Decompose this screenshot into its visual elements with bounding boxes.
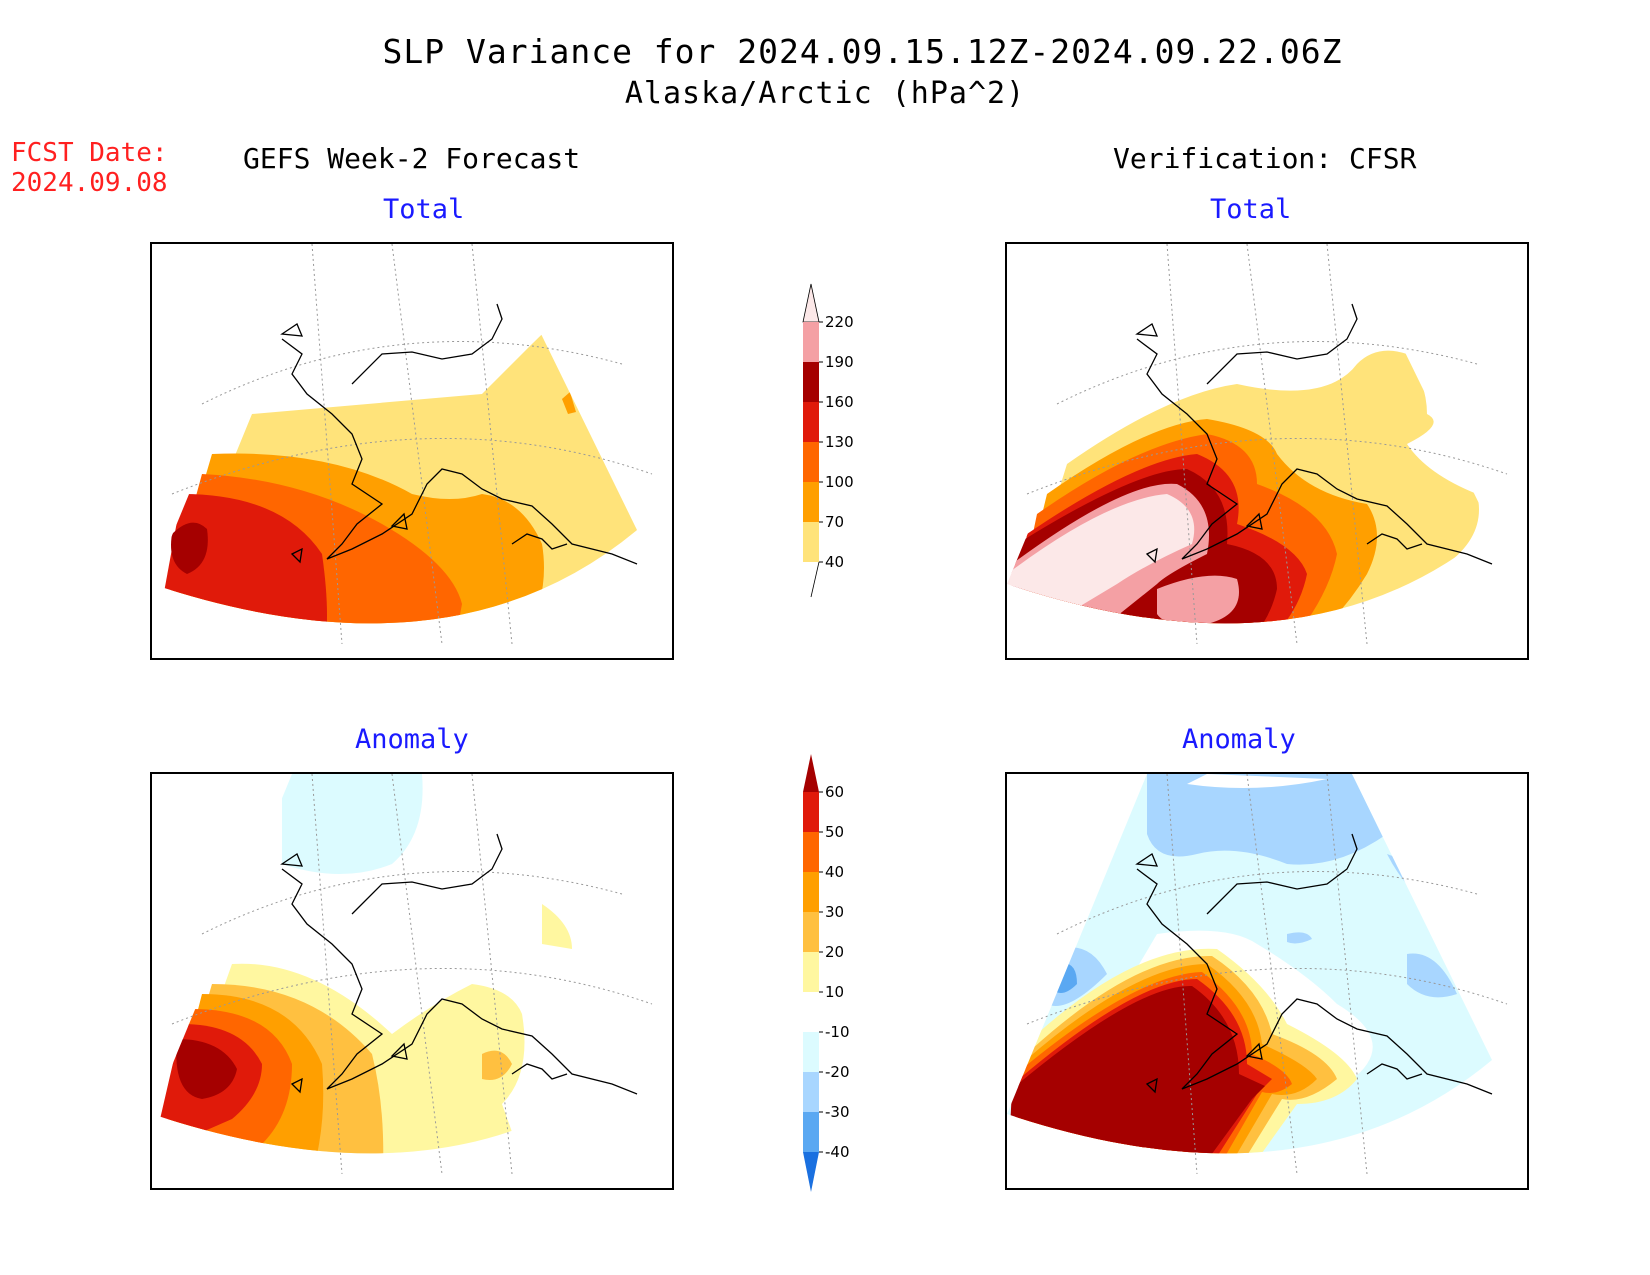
anomaly-colorbar-label: 10 xyxy=(825,983,844,1001)
anomaly-colorbar-label: -30 xyxy=(825,1103,850,1121)
fcst-date-label: FCST Date: xyxy=(11,138,168,168)
total-colorbar-label: 220 xyxy=(825,313,854,331)
anomaly-colorbar-cap-top xyxy=(803,754,819,792)
anomaly-colorbar-label: -40 xyxy=(825,1143,850,1161)
total-colorbar-swatch xyxy=(803,322,819,362)
anomaly-colorbar-cap-bottom xyxy=(803,1152,819,1192)
fcst-date-value: 2024.09.08 xyxy=(11,168,168,198)
anomaly-colorbar-swatch xyxy=(803,992,819,1032)
anomaly-colorbar-label: 30 xyxy=(825,903,844,921)
anomaly-colorbar-swatch xyxy=(803,1112,819,1152)
verification-column-title: Verification: CFSR xyxy=(1113,142,1417,175)
anomaly-colorbar-label: -10 xyxy=(825,1023,850,1041)
total-colorbar-swatch xyxy=(803,442,819,482)
total-colorbar-label: 190 xyxy=(825,353,854,371)
total-colorbar-swatch xyxy=(803,402,819,442)
verification-anomaly-map xyxy=(1005,772,1529,1190)
total-colorbar-label: 130 xyxy=(825,433,854,451)
forecast-total-map xyxy=(150,242,674,660)
total-colorbar-swatch xyxy=(803,482,819,522)
anomaly-colorbar-label: 50 xyxy=(825,823,844,841)
forecast-column-title: GEFS Week-2 Forecast xyxy=(243,142,581,175)
main-title: SLP Variance for 2024.09.15.12Z-2024.09.… xyxy=(382,32,1343,71)
anomaly-colorbar-label: 20 xyxy=(825,943,844,961)
anomaly-colorbar-swatch xyxy=(803,832,819,872)
anomaly-colorbar: 60 50 40 30 20 10 -10 -20 -30 -40 xyxy=(803,754,850,1192)
total-colorbar: 220 190 160 130 100 70 40 xyxy=(802,283,854,598)
anomaly-colorbar-label: 40 xyxy=(825,863,844,881)
anomaly-colorbar-swatch xyxy=(803,1032,819,1072)
forecast-anomaly-title: Anomaly xyxy=(355,724,469,755)
total-colorbar-cap-bottom xyxy=(810,561,820,598)
total-colorbar-label: 100 xyxy=(825,473,854,491)
total-colorbar-label: 40 xyxy=(825,553,844,571)
fcst-date-block: FCST Date: 2024.09.08 xyxy=(11,138,168,198)
verification-total-title: Total xyxy=(1210,194,1292,225)
verification-total-map xyxy=(1005,242,1529,660)
anomaly-colorbar-swatch xyxy=(803,912,819,952)
verification-anomaly-title: Anomaly xyxy=(1182,724,1296,755)
sub-title: Alaska/Arctic (hPa^2) xyxy=(624,76,1026,111)
anomaly-colorbar-swatch xyxy=(803,792,819,832)
total-colorbar-label: 160 xyxy=(825,393,854,411)
forecast-total-title: Total xyxy=(383,194,465,225)
total-colorbar-swatch xyxy=(803,362,819,402)
anomaly-colorbar-swatch xyxy=(803,952,819,992)
total-colorbar-label: 70 xyxy=(825,513,844,531)
forecast-anomaly-map xyxy=(150,772,674,1190)
anomaly-colorbar-swatch xyxy=(803,1072,819,1112)
total-colorbar-cap-top xyxy=(802,283,820,323)
anomaly-colorbar-label: -20 xyxy=(825,1063,850,1081)
anomaly-colorbar-label: 60 xyxy=(825,783,844,801)
total-colorbar-swatch xyxy=(803,522,819,562)
anomaly-colorbar-swatch xyxy=(803,872,819,912)
